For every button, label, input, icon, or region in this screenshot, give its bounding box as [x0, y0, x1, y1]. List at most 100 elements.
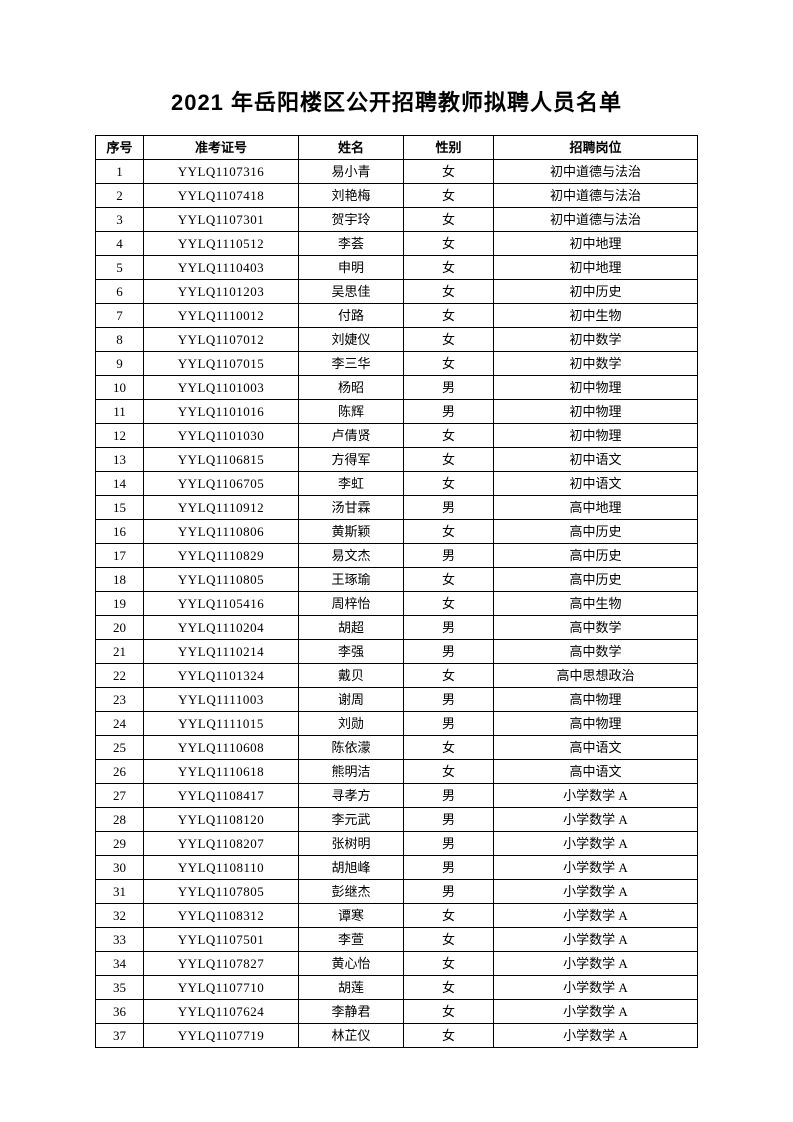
- cell-position: 初中语文: [494, 472, 698, 496]
- cell-seq: 37: [96, 1024, 144, 1048]
- cell-gender: 女: [404, 928, 494, 952]
- cell-exam-id: YYLQ1101203: [144, 280, 299, 304]
- cell-exam-id: YYLQ1111003: [144, 688, 299, 712]
- cell-seq: 9: [96, 352, 144, 376]
- table-row: 30YYLQ1108110胡旭峰男小学数学 A: [96, 856, 698, 880]
- table-row: 5YYLQ1110403申明女初中地理: [96, 256, 698, 280]
- cell-name: 张树明: [299, 832, 404, 856]
- table-row: 22YYLQ1101324戴贝女高中思想政治: [96, 664, 698, 688]
- cell-position: 初中数学: [494, 328, 698, 352]
- cell-seq: 33: [96, 928, 144, 952]
- cell-exam-id: YYLQ1110012: [144, 304, 299, 328]
- cell-position: 高中历史: [494, 544, 698, 568]
- cell-gender: 男: [404, 544, 494, 568]
- cell-seq: 1: [96, 160, 144, 184]
- cell-position: 小学数学 A: [494, 784, 698, 808]
- cell-exam-id: YYLQ1107805: [144, 880, 299, 904]
- cell-name: 刘婕仪: [299, 328, 404, 352]
- cell-exam-id: YYLQ1105416: [144, 592, 299, 616]
- cell-gender: 女: [404, 520, 494, 544]
- page-title: 2021 年岳阳楼区公开招聘教师拟聘人员名单: [95, 85, 698, 117]
- cell-exam-id: YYLQ1107624: [144, 1000, 299, 1024]
- cell-gender: 男: [404, 808, 494, 832]
- cell-position: 高中生物: [494, 592, 698, 616]
- table-row: 36YYLQ1107624李静君女小学数学 A: [96, 1000, 698, 1024]
- cell-gender: 男: [404, 616, 494, 640]
- cell-gender: 女: [404, 1024, 494, 1048]
- cell-exam-id: YYLQ1110403: [144, 256, 299, 280]
- cell-exam-id: YYLQ1108417: [144, 784, 299, 808]
- cell-name: 李虹: [299, 472, 404, 496]
- cell-exam-id: YYLQ1107418: [144, 184, 299, 208]
- cell-gender: 女: [404, 472, 494, 496]
- cell-seq: 6: [96, 280, 144, 304]
- cell-seq: 4: [96, 232, 144, 256]
- cell-gender: 女: [404, 160, 494, 184]
- table-body: 1YYLQ1107316易小青女初中道德与法治2YYLQ1107418刘艳梅女初…: [96, 160, 698, 1048]
- cell-gender: 男: [404, 400, 494, 424]
- cell-name: 申明: [299, 256, 404, 280]
- cell-exam-id: YYLQ1110912: [144, 496, 299, 520]
- cell-name: 汤甘霖: [299, 496, 404, 520]
- cell-gender: 男: [404, 376, 494, 400]
- cell-position: 初中道德与法治: [494, 208, 698, 232]
- cell-name: 胡旭峰: [299, 856, 404, 880]
- table-row: 37YYLQ1107719林芷仪女小学数学 A: [96, 1024, 698, 1048]
- cell-exam-id: YYLQ1101030: [144, 424, 299, 448]
- cell-position: 初中数学: [494, 352, 698, 376]
- cell-gender: 女: [404, 664, 494, 688]
- cell-name: 黄斯颖: [299, 520, 404, 544]
- cell-position: 初中物理: [494, 376, 698, 400]
- cell-position: 初中历史: [494, 280, 698, 304]
- cell-name: 杨昭: [299, 376, 404, 400]
- cell-gender: 女: [404, 304, 494, 328]
- cell-name: 易文杰: [299, 544, 404, 568]
- cell-name: 陈依濛: [299, 736, 404, 760]
- table-row: 20YYLQ1110204胡超男高中数学: [96, 616, 698, 640]
- cell-exam-id: YYLQ1106815: [144, 448, 299, 472]
- cell-exam-id: YYLQ1110829: [144, 544, 299, 568]
- cell-seq: 14: [96, 472, 144, 496]
- cell-seq: 29: [96, 832, 144, 856]
- table-row: 15YYLQ1110912汤甘霖男高中地理: [96, 496, 698, 520]
- table-row: 29YYLQ1108207张树明男小学数学 A: [96, 832, 698, 856]
- cell-name: 林芷仪: [299, 1024, 404, 1048]
- cell-gender: 女: [404, 568, 494, 592]
- cell-seq: 12: [96, 424, 144, 448]
- cell-exam-id: YYLQ1108207: [144, 832, 299, 856]
- cell-exam-id: YYLQ1108120: [144, 808, 299, 832]
- cell-gender: 男: [404, 832, 494, 856]
- cell-gender: 女: [404, 1000, 494, 1024]
- header-gender: 性别: [404, 136, 494, 160]
- table-header-row: 序号 准考证号 姓名 性别 招聘岗位: [96, 136, 698, 160]
- cell-gender: 男: [404, 880, 494, 904]
- cell-name: 陈辉: [299, 400, 404, 424]
- cell-seq: 5: [96, 256, 144, 280]
- cell-position: 初中道德与法治: [494, 184, 698, 208]
- cell-position: 高中地理: [494, 496, 698, 520]
- table-row: 19YYLQ1105416周梓怡女高中生物: [96, 592, 698, 616]
- cell-name: 吴思佳: [299, 280, 404, 304]
- table-row: 11YYLQ1101016陈辉男初中物理: [96, 400, 698, 424]
- table-row: 8YYLQ1107012刘婕仪女初中数学: [96, 328, 698, 352]
- table-row: 21YYLQ1110214李强男高中数学: [96, 640, 698, 664]
- cell-position: 高中历史: [494, 568, 698, 592]
- cell-gender: 女: [404, 904, 494, 928]
- cell-position: 小学数学 A: [494, 952, 698, 976]
- cell-seq: 25: [96, 736, 144, 760]
- cell-exam-id: YYLQ1107015: [144, 352, 299, 376]
- header-name: 姓名: [299, 136, 404, 160]
- cell-exam-id: YYLQ1101016: [144, 400, 299, 424]
- table-row: 33YYLQ1107501李萱女小学数学 A: [96, 928, 698, 952]
- cell-position: 小学数学 A: [494, 1024, 698, 1048]
- cell-gender: 男: [404, 640, 494, 664]
- cell-position: 高中数学: [494, 616, 698, 640]
- cell-exam-id: YYLQ1107316: [144, 160, 299, 184]
- cell-position: 初中地理: [494, 256, 698, 280]
- cell-seq: 2: [96, 184, 144, 208]
- cell-exam-id: YYLQ1110608: [144, 736, 299, 760]
- header-position: 招聘岗位: [494, 136, 698, 160]
- cell-gender: 女: [404, 232, 494, 256]
- cell-name: 黄心怡: [299, 952, 404, 976]
- cell-position: 小学数学 A: [494, 928, 698, 952]
